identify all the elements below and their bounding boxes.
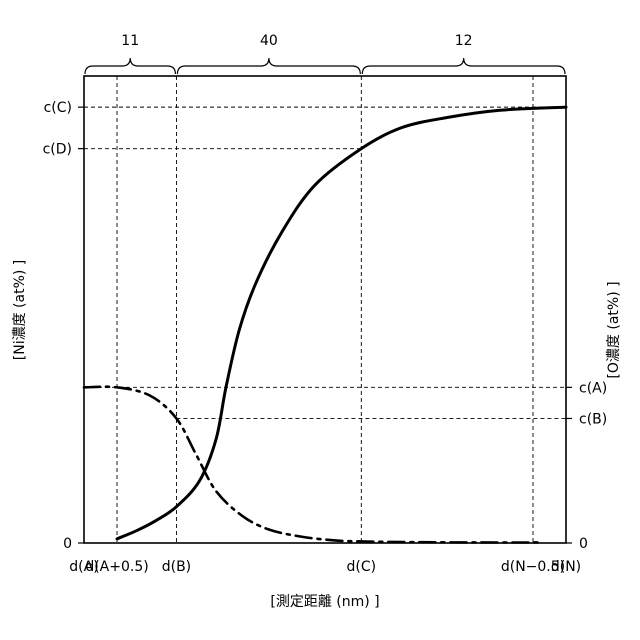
region-brace: [176, 57, 361, 75]
y-right-tick-label: c(A): [579, 380, 607, 396]
x-tick-label: d(C): [347, 559, 377, 575]
x-tick-label: d(N−0.5): [501, 559, 565, 575]
y-left-tick-label: c(D): [43, 142, 72, 158]
y-left-tick-label: 0: [63, 536, 72, 552]
y-right-tick-label: 0: [579, 536, 588, 552]
region-brace: [361, 57, 566, 75]
region-label: 11: [121, 33, 139, 49]
x-tick-label: d(A+0.5): [85, 559, 148, 575]
y-right-tick-label: c(B): [579, 411, 607, 427]
y-axis-label-left: [Ni濃度 (at%) ]: [12, 260, 28, 360]
x-axis-label: [測定距離 (nm) ]: [270, 593, 379, 610]
x-tick-label: d(B): [162, 559, 191, 575]
o-concentration-line: [82, 385, 541, 544]
region-brace: [84, 57, 177, 75]
y-axis-label-right: [O濃度 (at%) ]: [606, 281, 622, 378]
guide-lines: [84, 76, 566, 543]
region-label: 12: [455, 33, 473, 49]
tick-labels: d(A)d(A+0.5) d(B) d(C) d(N−0.5)d(N) 0 c(D) c(C…: [43, 100, 608, 575]
region-label: 40: [260, 33, 278, 49]
y-left-tick-label: c(C): [44, 100, 72, 116]
ni-concentration-line: [115, 105, 568, 541]
series-layer: [82, 105, 568, 544]
x-tick-label: d(N): [551, 559, 581, 575]
plot-frame: [83, 75, 567, 544]
x-tick-label: d(A): [69, 559, 98, 575]
region-braces: 11 40 12: [84, 33, 566, 75]
